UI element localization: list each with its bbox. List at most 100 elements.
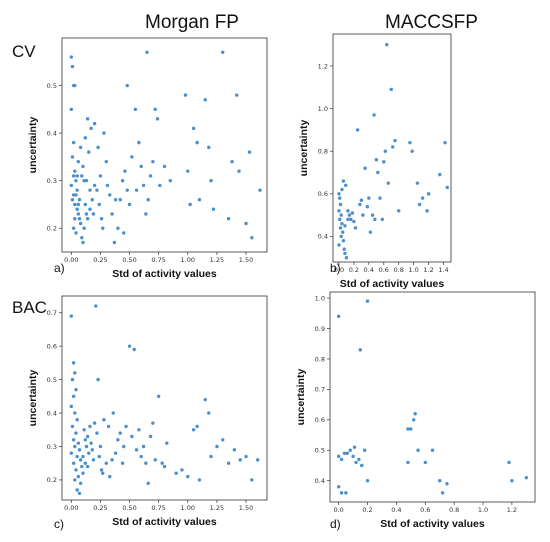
data-point [92,183,97,188]
data-point [98,174,103,178]
data-point [148,174,153,178]
data-point [69,107,74,112]
data-point [113,197,118,202]
data-point [141,444,146,449]
x-tick-label: 0.0 [334,266,344,274]
x-tick-label: 1.0 [408,266,418,274]
panel-label: b) [330,261,341,275]
data-point [75,188,79,192]
column-header-right: MACCSFP [385,12,478,33]
data-point [112,240,117,245]
x-tick-label: 1.50 [239,256,253,264]
data-point [73,411,77,415]
y-tick-label: 0.6 [47,342,57,350]
data-point [76,159,81,164]
data-point [211,207,216,211]
data-point [81,164,85,169]
data-point [380,217,384,222]
data-point [69,55,74,59]
x-tick-label: 0.0 [333,506,343,514]
data-point [153,458,157,462]
data-point [226,461,231,465]
data-point [116,226,120,230]
data-point [207,145,211,150]
data-point [94,304,98,308]
data-point [127,202,132,207]
data-point [71,361,76,365]
data-point [203,397,207,402]
data-point [70,377,75,382]
data-point [82,178,86,183]
data-point [90,448,94,452]
x-tick-label: 1.4 [438,266,448,274]
data-point [74,193,78,197]
x-tick-label: 0.75 [151,504,165,512]
data-point [91,212,96,216]
data-point [376,170,380,175]
data-point [122,231,126,235]
row-label-top: CV [12,42,36,61]
data-point [365,299,370,303]
data-point [340,221,344,226]
data-point [430,448,435,452]
x-axis-label: Std of activity values [112,268,217,280]
data-point [71,438,76,442]
data-point [137,428,141,432]
data-point [98,444,103,449]
x-tick-label: 1.00 [181,256,195,264]
data-point [338,226,343,230]
data-point [99,217,104,221]
data-point [409,427,413,431]
data-point [365,204,370,209]
data-point [339,457,344,462]
data-point [183,93,188,97]
data-point [255,458,260,462]
data-point [337,209,341,213]
data-point [339,234,343,239]
data-point [108,193,112,197]
data-point [340,187,344,192]
data-point [78,221,83,226]
data-point [80,236,84,240]
data-point [130,155,134,159]
data-point [389,87,393,92]
data-point [374,158,379,162]
data-point [85,217,90,221]
data-point [73,371,77,375]
y-tick-label: 0.3 [47,177,57,185]
x-axis-label: Std of activity values [340,278,445,290]
data-point [445,482,449,486]
data-point [69,404,74,409]
data-point [352,219,356,224]
data-point [116,438,120,442]
plot-frame [61,295,268,501]
data-point [146,481,150,485]
data-point [84,212,89,216]
x-tick-label: 0.8 [449,506,459,514]
data-point [83,202,87,207]
data-point [368,230,373,234]
data-point [125,188,129,192]
panel-label: c) [54,517,64,531]
data-point [383,149,387,153]
data-point [73,217,77,221]
data-point [406,427,410,431]
y-tick-label: 0.2 [47,476,57,484]
x-tick-label: 1.25 [210,256,224,264]
data-point [110,212,114,216]
data-point [345,451,350,456]
data-point [235,93,239,97]
data-point [386,181,390,185]
plot-frame [329,291,536,503]
data-point [92,121,97,126]
data-point [247,150,252,154]
data-point [85,464,90,469]
y-tick-label: 0.8 [318,147,328,155]
data-point [415,181,420,185]
row-label-bottom: BAC [12,298,47,317]
data-point [250,478,254,482]
data-point [165,441,169,445]
data-point [120,178,125,183]
data-point [238,458,242,462]
